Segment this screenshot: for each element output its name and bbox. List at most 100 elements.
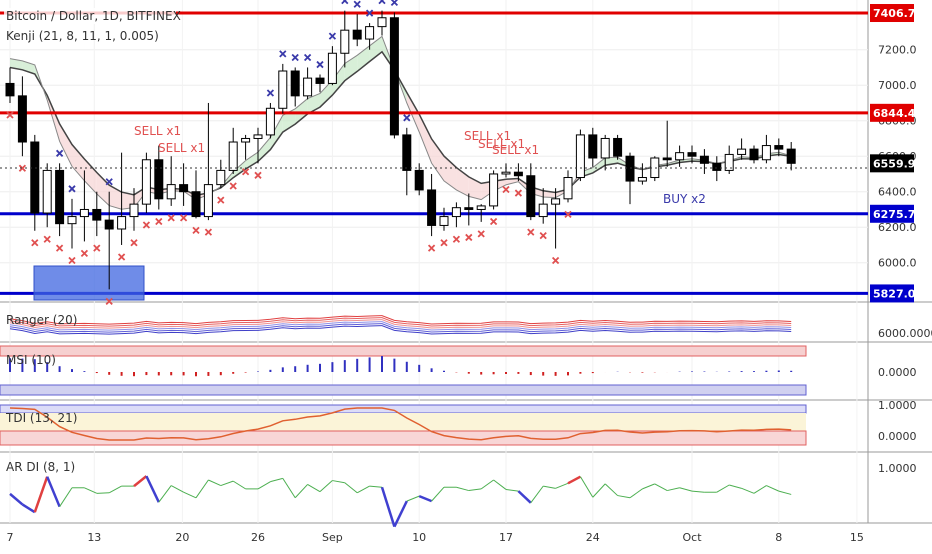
- ranger-band-line: [9, 321, 792, 331]
- ardi-line: [9, 475, 792, 528]
- price-axis-bg: [868, 0, 932, 550]
- candle-body: [712, 162, 722, 171]
- ardi-tick: 1.0000: [878, 462, 917, 475]
- ardi-segment: [567, 475, 581, 485]
- ardi-segment: [332, 480, 345, 484]
- indicator-legend[interactable]: Kenji (21, 8, 11, 1, 0.005): [6, 29, 159, 43]
- ardi-segment: [505, 488, 519, 492]
- price-tag-bg: [870, 204, 914, 223]
- candle-body: [352, 29, 362, 40]
- candle-body: [216, 169, 226, 186]
- sell-marker: [217, 196, 225, 204]
- candle-body: [489, 173, 499, 207]
- sell-marker: [489, 217, 498, 226]
- candle-body: [637, 177, 647, 182]
- candle-body: [92, 208, 102, 221]
- candle-body: [675, 152, 685, 161]
- price-tick-label: 7200.0: [878, 44, 917, 57]
- time-tick-label: 20: [175, 531, 189, 544]
- candle-body: [303, 77, 313, 97]
- buy-marker: [365, 9, 374, 17]
- ardi-segment: [158, 485, 172, 503]
- buy-annotation: BUY x2: [663, 192, 706, 206]
- ardi-segment: [108, 485, 122, 494]
- ribbon-segment: [369, 36, 382, 62]
- ardi-segment: [716, 484, 730, 493]
- ardi-segment: [778, 490, 792, 495]
- ranger-tick: 6000.0000: [878, 327, 932, 340]
- sell-marker: [43, 235, 51, 243]
- candle-body: [104, 219, 114, 230]
- price-tag-label: 5827.0: [873, 287, 916, 300]
- ardi-segment: [46, 476, 61, 508]
- ardi-segment: [344, 482, 358, 494]
- msi-bars: [9, 356, 793, 377]
- candle-body: [241, 137, 251, 143]
- time-tick-label: 10: [412, 531, 426, 544]
- price-tick-label: 6400.0: [878, 186, 917, 199]
- candle-body: [749, 148, 759, 161]
- sell-marker: [502, 185, 510, 194]
- candle-body: [724, 153, 734, 171]
- candle-body: [17, 95, 27, 143]
- kenji-slow-line: [9, 50, 792, 197]
- ardi-segment: [282, 478, 296, 499]
- ranger-band-line: [9, 317, 792, 327]
- ardi-segment: [753, 485, 767, 494]
- candle-body: [451, 207, 461, 218]
- title-bg: [4, 8, 176, 24]
- buy-marker: [378, 0, 386, 5]
- ardi-segment: [319, 480, 333, 493]
- ardi-segment: [729, 484, 742, 489]
- ardi-segment: [679, 487, 693, 492]
- time-tick-label: 17: [499, 531, 513, 544]
- ardi-segment: [517, 490, 532, 504]
- buy-marker: [55, 149, 64, 157]
- time-tick-label: 15: [850, 531, 864, 544]
- ardi-segment: [617, 495, 631, 499]
- msi-upper-band: [0, 345, 807, 357]
- sell-marker: [539, 232, 547, 240]
- sell-marker: [179, 214, 188, 222]
- candle-body: [513, 171, 523, 177]
- ribbon-segment: [592, 157, 606, 173]
- sell-marker: [514, 189, 523, 197]
- buy-marker: [316, 60, 324, 69]
- sell-marker: [465, 233, 473, 242]
- symbol-title[interactable]: Bitcoin / Dollar, 1D, BITFINEX: [6, 9, 181, 23]
- ardi-segment: [766, 485, 780, 492]
- candle-body: [203, 184, 213, 218]
- candle-body: [166, 184, 176, 200]
- sell-marker: [254, 171, 262, 179]
- kenji-ribbon: [9, 35, 792, 210]
- ribbon-segment: [332, 63, 345, 96]
- price-tag-label: 6844.4: [873, 107, 916, 120]
- time-tick-label: 24: [586, 531, 600, 544]
- ardi-segment: [654, 483, 668, 491]
- ribbon-segment: [84, 158, 97, 194]
- candle-body: [79, 208, 89, 218]
- ribbon-segment: [270, 115, 283, 150]
- candle-body: [290, 70, 300, 97]
- ardi-segment: [21, 503, 36, 514]
- ardi-segment: [604, 483, 618, 496]
- candle-body: [340, 29, 350, 54]
- ardi-segment: [393, 500, 408, 528]
- ardi-segment: [183, 491, 197, 499]
- buy-marker: [291, 53, 299, 62]
- ribbon-segment: [431, 138, 444, 181]
- time-tick-label: 13: [87, 531, 101, 544]
- candle-body: [476, 205, 486, 210]
- ribbon-segment: [444, 156, 457, 190]
- time-tick-label: Sep: [322, 531, 343, 544]
- msi-title: MSI (10): [6, 353, 56, 367]
- time-tick-label: 7: [7, 531, 14, 544]
- sell-marker: [55, 244, 64, 252]
- ardi-segment: [33, 476, 49, 513]
- sell-annotation-5: SELL x1: [492, 143, 539, 157]
- ribbon-segment: [245, 152, 258, 169]
- ardi-segment: [232, 480, 246, 490]
- candle-body: [575, 134, 585, 179]
